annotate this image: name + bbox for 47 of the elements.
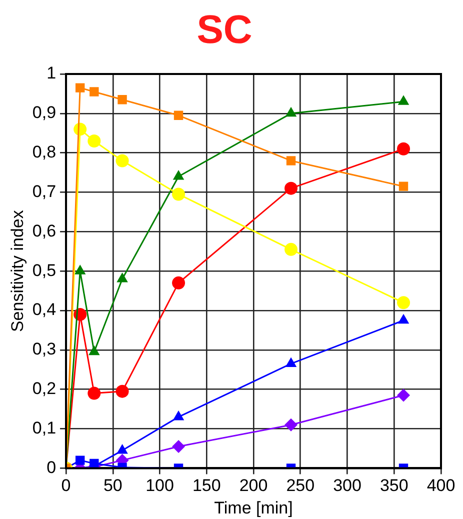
point [116,444,128,454]
y-tick-label: 0,9 [32,103,56,122]
y-tick-label: 0,6 [32,221,56,240]
point [76,83,85,92]
x-tick-label: 350 [380,476,408,496]
x-tick-label: 0 [61,476,71,496]
point [88,386,101,400]
point [397,142,410,156]
y-tick-label: 0,7 [32,182,56,201]
y-tick-label: 0,3 [32,340,56,359]
y-tick-label: 0,2 [32,379,56,398]
x-tick-label: 100 [146,476,174,496]
x-axis-title: Time [min] [214,498,293,518]
chart-title: SC [196,8,252,52]
x-tick-label: 150 [192,476,221,496]
x-tick-label: 200 [239,476,268,496]
point [116,384,129,398]
point [285,357,297,367]
point [284,182,298,195]
point [172,188,186,201]
point [88,134,101,148]
y-axis-title: Sensitivity index [8,210,27,332]
x-tick-label: 50 [103,476,122,496]
point [397,388,410,402]
point [88,345,100,356]
point [397,296,410,310]
point [284,242,298,256]
y-tick-label: 0,1 [32,418,56,438]
x-tick-label: 250 [286,476,315,496]
y-tick-label: 0 [46,458,56,477]
y-tick-label: 0,5 [32,260,56,280]
point [174,110,184,120]
point [286,156,296,166]
point [116,272,128,282]
x-tick-label: 400 [426,476,456,496]
point [116,154,129,168]
y-tick-label: 0,4 [32,300,56,320]
point [74,264,86,274]
point [90,87,99,96]
point [398,182,408,191]
point [172,276,186,290]
y-tick-label: 1 [46,64,56,83]
point [118,95,127,104]
y-tick-label: 0,8 [32,142,56,162]
point [172,410,184,420]
x-tick-label: 300 [333,476,362,496]
point [398,314,410,324]
